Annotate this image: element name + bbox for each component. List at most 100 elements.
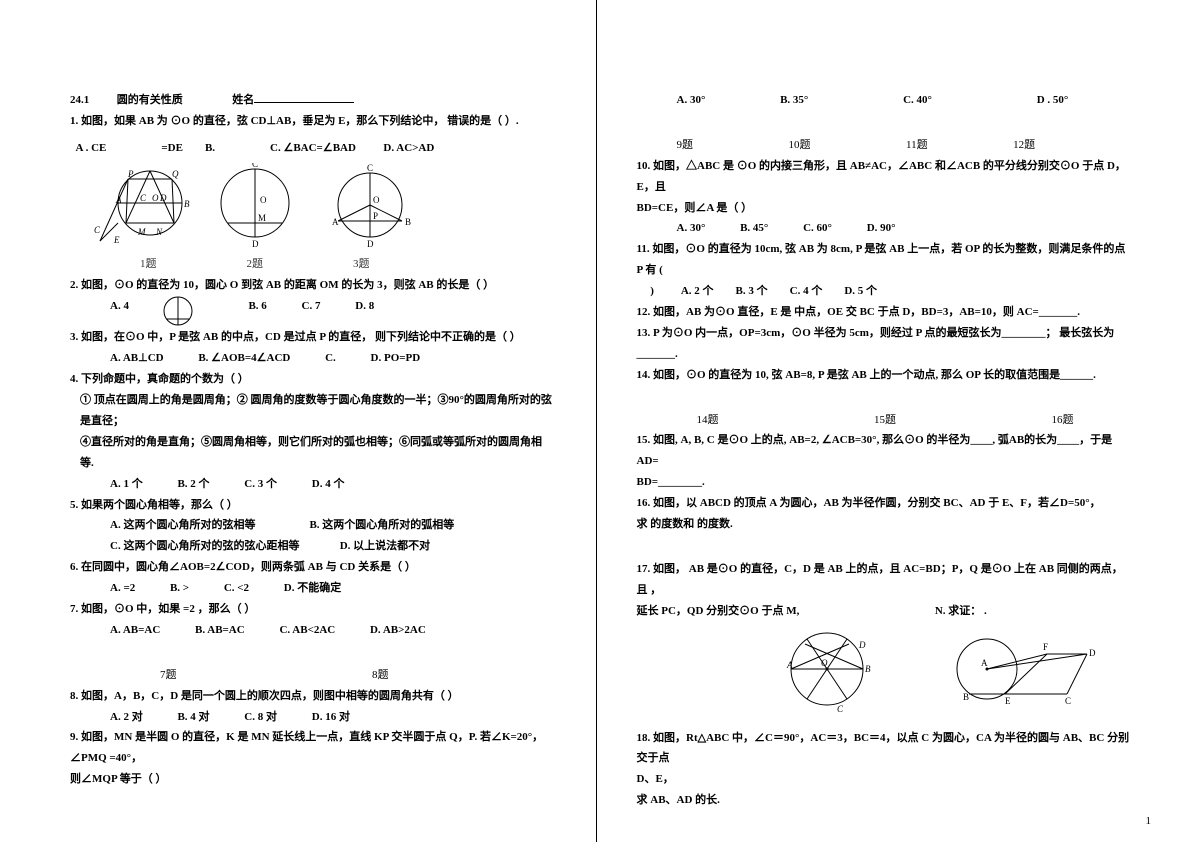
section-num: 24.1: [70, 94, 89, 106]
q8-d: D. 16 对: [312, 707, 350, 728]
q1-opts: A . CE =DE B. C. ∠BAC=∠BAD D. AC>AD: [70, 138, 556, 159]
q15-l1: 15. 如图, A, B, C 是⊙O 上的点, AB=2, ∠ACB=30°,…: [637, 430, 1132, 472]
fig17-row: A B O C D A B C D F E: [777, 624, 1132, 714]
fig-17b: A B C D F E: [947, 624, 1097, 714]
q2-opts: A. 4 B. 6 C. 7 D. 8: [70, 295, 556, 327]
svg-text:D: D: [252, 239, 259, 248]
fig-3: C O A B P D: [315, 163, 425, 248]
q10-opts: A. 30° B. 45° C. 60° D. 90°: [637, 218, 1132, 239]
svg-text:D: D: [367, 239, 374, 248]
q1-text: 1. 如图，如果 AB 为 ⊙O 的直径，弦 CD⊥AB，垂足为 E，那么下列结…: [70, 111, 556, 132]
q11-l1: 11. 如图，⊙O 的直径为 10cm, 弦 AB 为 8cm, P 是弦 AB…: [637, 239, 1132, 281]
q5-c: C. 这两个圆心角所对的弦的弦心距相等: [110, 536, 299, 557]
q16-l2: 求 的度数和 的度数.: [637, 514, 1132, 535]
q3-opts: A. AB⊥CD B. ∠AOB=4∠ACD C. D. PO=PD: [70, 348, 556, 369]
caps912: 9题 10题 11题 12题: [637, 135, 1132, 156]
q1-a: A . CE: [76, 142, 107, 154]
q10-b: B. 45°: [740, 218, 768, 239]
svg-text:F: F: [1043, 642, 1048, 652]
q8-a: A. 2 对: [110, 707, 143, 728]
q3-text: 3. 如图，在⊙O 中，P 是弦 AB 的中点，CD 是过点 P 的直径， 则下…: [70, 327, 556, 348]
cap10: 10题: [789, 139, 811, 151]
cap15: 15题: [874, 414, 896, 426]
q11-c: C. 4 个: [790, 285, 823, 297]
q4-b: B. 2 个: [177, 474, 209, 495]
name-label: 姓名: [232, 94, 254, 106]
q11-d: D. 5 个: [844, 285, 877, 297]
q16-l1: 16. 如图，以 ABCD 的顶点 A 为圆心，AB 为半径作圆，分别交 BC、…: [637, 493, 1132, 514]
svg-text:C: C: [367, 163, 373, 173]
svg-text:C: C: [140, 193, 147, 203]
q2-d: D. 8: [355, 296, 374, 317]
cap11: 11题: [906, 139, 928, 151]
q3-inline-fig: [158, 295, 208, 327]
q2-b: B. 6: [248, 296, 266, 317]
svg-text:C: C: [837, 704, 844, 714]
q4-opts: A. 1 个 B. 2 个 C. 3 个 D. 4 个: [70, 474, 556, 495]
q5-opts1: A. 这两个圆心角所对的弦相等 B. 这两个圆心角所对的弧相等: [70, 515, 556, 536]
q7-opts: A. AB=AC B. AB=AC C. AB<2AC D. AB>2AC: [70, 620, 556, 641]
q13: 13. P 为⊙O 内一点，OP=3cm，⊙O 半径为 5cm，则经过 P 点的…: [637, 323, 1132, 365]
svg-text:B: B: [405, 217, 411, 227]
svg-text:E: E: [113, 235, 120, 245]
cap2: 2题: [247, 254, 264, 275]
q7-text: 7. 如图，⊙O 中，如果 =2 ，那么（ ）: [70, 599, 556, 620]
svg-text:O: O: [152, 193, 159, 203]
q18-l2: D、E，: [637, 769, 1132, 790]
fig-caps-1: 1题 2题 3题: [70, 254, 556, 275]
svg-text:P: P: [373, 211, 378, 221]
q5-opts2: C. 这两个圆心角所对的弦的弦心距相等 D. 以上说法都不对: [70, 536, 556, 557]
q8-text: 8. 如图，A，B，C，D 是同一个圆上的顺次四点，则图中相等的圆周角共有（ ）: [70, 686, 556, 707]
svg-text:O: O: [373, 195, 380, 205]
q4-text: 4. 下列命题中，真命题的个数为（ ）: [70, 369, 556, 390]
q15-l2: BD=________.: [637, 472, 1132, 493]
q1-c: C. ∠BAC=∠BAD: [270, 142, 356, 154]
cap7: 7题: [160, 669, 177, 681]
svg-text:A: A: [981, 658, 988, 668]
q6-d: D. 不能确定: [284, 578, 341, 599]
figure-row-1: P Q A B C O D M N C E C D O M: [90, 163, 556, 248]
q17-l2: 延长 PC，QD 分别交⊙O 于点 M, N. 求证： .: [637, 601, 1132, 622]
svg-text:A: A: [115, 195, 122, 205]
q3-c: C.: [325, 348, 336, 369]
svg-text:O: O: [821, 658, 828, 668]
q4-c: C. 3 个: [244, 474, 277, 495]
q5-a: A. 这两个圆心角所对的弦相等: [110, 515, 255, 536]
svg-text:Q: Q: [172, 169, 179, 179]
svg-text:B: B: [865, 664, 871, 674]
svg-text:D: D: [159, 193, 167, 203]
q1-b: B.: [205, 142, 215, 154]
svg-text:B: B: [963, 692, 969, 702]
q6-opts: A. =2 B. > C. <2 D. 不能确定: [70, 578, 556, 599]
q6-c: C. <2: [224, 578, 249, 599]
svg-text:A: A: [332, 217, 339, 227]
svg-text:D: D: [858, 640, 866, 650]
q4-l2: ④直径所对的角是直角；⑤圆周角相等，则它们所对的弧也相等；⑥同弧或等弧所对的圆周…: [70, 432, 556, 474]
svg-text:D: D: [1089, 648, 1096, 658]
cap1: 1题: [140, 254, 157, 275]
q3-b: B. ∠AOB=4∠ACD: [198, 348, 290, 369]
q6-b: B. >: [170, 578, 189, 599]
caps1416: 14题 15题 16题: [637, 410, 1132, 431]
svg-text:E: E: [1005, 696, 1011, 706]
q2-a: A. 4: [110, 296, 129, 317]
fig-2: C D O M: [210, 163, 305, 248]
q5-b: B. 这两个圆心角所对的弧相等: [309, 515, 454, 536]
q3-a: A. AB⊥CD: [110, 348, 164, 369]
q9-d: D . 50°: [1037, 90, 1069, 111]
svg-text:C: C: [94, 225, 101, 235]
q10-l1: 10. 如图，△ABC 是 ⊙O 的内接三角形，且 AB≠AC，∠ABC 和∠A…: [637, 156, 1132, 198]
cap12: 12题: [1013, 139, 1035, 151]
q9-opts: A. 30° B. 35° C. 40° D . 50°: [637, 90, 1132, 111]
cap8: 8题: [372, 669, 389, 681]
q7-a: A. AB=AC: [110, 620, 160, 641]
cap14: 14题: [697, 414, 719, 426]
page-left: 24.1 圆的有关性质 姓名 1. 如图，如果 AB 为 ⊙O 的直径，弦 CD…: [0, 0, 596, 842]
q10-d: D. 90°: [867, 218, 896, 239]
svg-text:P: P: [127, 169, 134, 179]
q1-eq: =DE: [161, 142, 183, 154]
q18-l3: 求 AB、AD 的长.: [637, 790, 1132, 811]
q9-l2: 则∠MQP 等于（ ）: [70, 769, 556, 790]
q14: 14. 如图，⊙O 的直径为 10, 弦 AB=8, P 是弦 AB 上的一个动…: [637, 365, 1132, 386]
q6-a: A. =2: [110, 578, 135, 599]
